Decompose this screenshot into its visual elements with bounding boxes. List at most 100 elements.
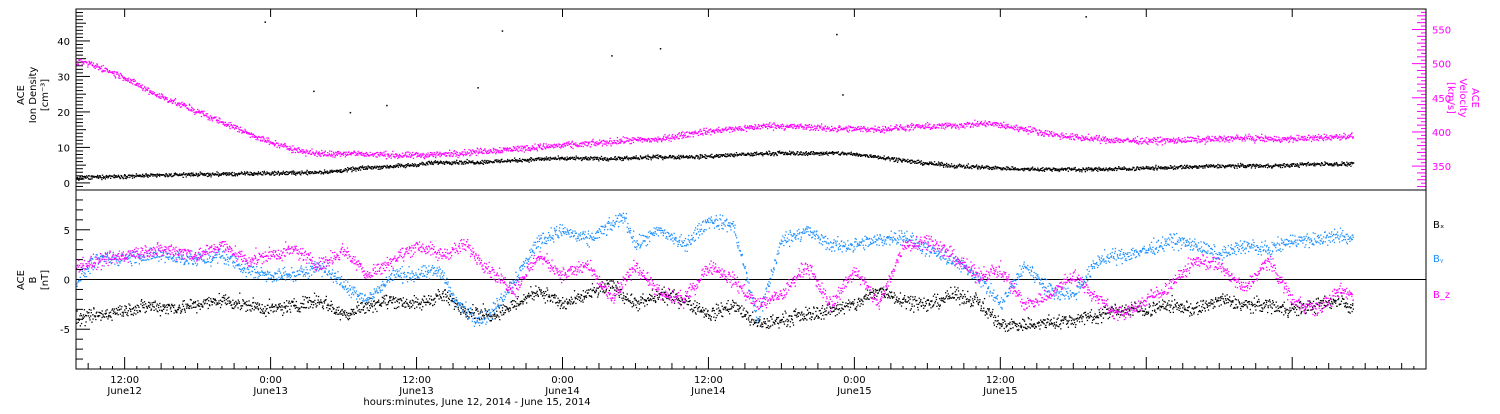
density-velocity-series-0-point xyxy=(244,171,245,172)
density-velocity-series-1-point xyxy=(858,126,859,127)
density-velocity-series-1-point xyxy=(898,128,899,129)
density-velocity-series-1-point xyxy=(571,143,572,144)
density-velocity-series-0-point xyxy=(890,160,891,161)
density-velocity-series-1-point xyxy=(363,153,364,154)
density-velocity-series-0-point xyxy=(1028,168,1029,169)
density-velocity-series-1-point xyxy=(1041,130,1042,131)
left-y-tick-label: 0 xyxy=(64,179,70,190)
density-velocity-series-1-point xyxy=(465,153,466,154)
density-velocity-series-1-point xyxy=(800,124,801,125)
density-velocity-series-1-point xyxy=(913,124,914,125)
density-velocity-series-1-point xyxy=(800,125,801,126)
density-velocity-series-1-point xyxy=(973,126,974,127)
velocity-label-line-2: Velocity xyxy=(1457,78,1468,117)
density-velocity-series-0-point xyxy=(992,169,993,170)
density-velocity-series-1-point xyxy=(820,125,821,126)
density-velocity-series-0-point xyxy=(713,158,714,159)
density-velocity-series-0-point xyxy=(854,155,855,156)
density-velocity-series-1-point xyxy=(302,149,303,150)
density-velocity-series-0-point xyxy=(83,178,84,179)
density-velocity-series-1-point xyxy=(462,154,463,155)
density-velocity-series-1-point xyxy=(1015,127,1016,128)
density-velocity-series-0-point xyxy=(497,159,498,160)
density-velocity-series-1-point xyxy=(718,129,719,130)
density-velocity-series-1-point xyxy=(1102,140,1103,141)
density-velocity-series-1-point xyxy=(1158,137,1159,138)
density-velocity-series-0-point xyxy=(1015,167,1016,168)
density-velocity-series-1-point xyxy=(563,144,564,145)
density-velocity-series-1-point xyxy=(364,155,365,156)
density-velocity-series-1-point xyxy=(572,148,573,149)
density-velocity-series-0-point xyxy=(789,151,790,152)
density-velocity-series-1-point xyxy=(543,143,544,144)
density-velocity-series-1-point xyxy=(565,145,566,146)
density-velocity-series-0-point xyxy=(1350,162,1351,163)
density-velocity-series-1-point xyxy=(1077,135,1078,136)
density-velocity-series-0-point xyxy=(147,177,148,178)
density-velocity-series-0-point xyxy=(779,151,780,152)
density-velocity-series-0-point xyxy=(101,177,102,178)
density-velocity-series-1-point xyxy=(679,138,680,139)
density-velocity-series-0-point xyxy=(399,164,400,165)
density-velocity-series-0-point xyxy=(806,151,807,152)
density-velocity-series-1-point xyxy=(378,152,379,153)
density-velocity-series-1-point xyxy=(595,142,596,143)
density-velocity-series-1-point xyxy=(417,153,418,154)
density-velocity-series-1-point xyxy=(301,151,302,152)
density-velocity-series-1-point xyxy=(459,155,460,156)
density-velocity-series-1-point xyxy=(413,158,414,159)
density-velocity-series-1-point xyxy=(721,132,722,133)
density-velocity-series-1-point xyxy=(385,156,386,157)
density-velocity-series-1-point xyxy=(1093,139,1094,140)
density-velocity-series-1-point xyxy=(1044,133,1045,134)
density-velocity-series-1-point xyxy=(292,150,293,151)
density-velocity-series-0-point xyxy=(800,154,801,155)
density-velocity-series-0-point xyxy=(97,175,98,176)
density-velocity-series-1-point xyxy=(96,66,97,67)
density-velocity-series-1-point xyxy=(1127,138,1128,139)
density-velocity-series-1-point xyxy=(882,126,883,127)
density-velocity-series-0-point xyxy=(340,171,341,172)
density-velocity-series-1-point xyxy=(329,150,330,151)
density-velocity-series-0-point xyxy=(873,157,874,158)
density-velocity-series-0-point xyxy=(648,159,649,160)
density-velocity-series-0-point xyxy=(516,161,517,162)
density-outlier-point xyxy=(611,55,613,57)
density-velocity-series-1-point xyxy=(546,145,547,146)
density-velocity-series-0-point xyxy=(427,164,428,165)
density-velocity-series-0-point xyxy=(1160,168,1161,169)
density-velocity-series-1-point xyxy=(1091,138,1092,139)
density-velocity-series-0-point xyxy=(1154,168,1155,169)
density-velocity-series-1-point xyxy=(237,126,238,127)
density-velocity-series-1-point xyxy=(1104,140,1105,141)
density-velocity-series-1-point xyxy=(276,142,277,143)
density-velocity-series-1-point xyxy=(716,128,717,129)
density-velocity-series-0-point xyxy=(594,159,595,160)
density-velocity-series-0-point xyxy=(380,168,381,169)
density-velocity-series-1-point xyxy=(1000,127,1001,128)
density-velocity-series-1-point xyxy=(314,155,315,156)
density-velocity-series-1-point xyxy=(729,132,730,133)
density-velocity-series-1-point xyxy=(275,140,276,141)
density-velocity-series-0-point xyxy=(105,178,106,179)
density-velocity-series-1-point xyxy=(652,138,653,139)
density-velocity-series-1-point xyxy=(670,141,671,142)
density-velocity-series-0-point xyxy=(407,165,408,166)
density-velocity-series-1-point xyxy=(518,151,519,152)
density-velocity-series-0-point xyxy=(790,154,791,155)
density-velocity-series-1-point xyxy=(992,124,993,125)
density-velocity-series-0-point xyxy=(1337,163,1338,164)
density-velocity-series-0-point xyxy=(996,166,997,167)
density-velocity-series-0-point xyxy=(557,158,558,159)
density-velocity-series-1-point xyxy=(281,144,282,145)
density-velocity-series-1-point xyxy=(476,151,477,152)
density-velocity-series-1-point xyxy=(637,137,638,138)
density-velocity-series-0-point xyxy=(456,160,457,161)
density-velocity-series-0-point xyxy=(235,175,236,176)
density-velocity-series-1-point xyxy=(546,143,547,144)
density-velocity-series-1-point xyxy=(765,124,766,125)
density-velocity-series-0-point xyxy=(112,175,113,176)
density-velocity-series-1-point xyxy=(759,126,760,127)
density-velocity-series-0-point xyxy=(1063,170,1064,171)
density-velocity-series-1-point xyxy=(82,64,83,65)
